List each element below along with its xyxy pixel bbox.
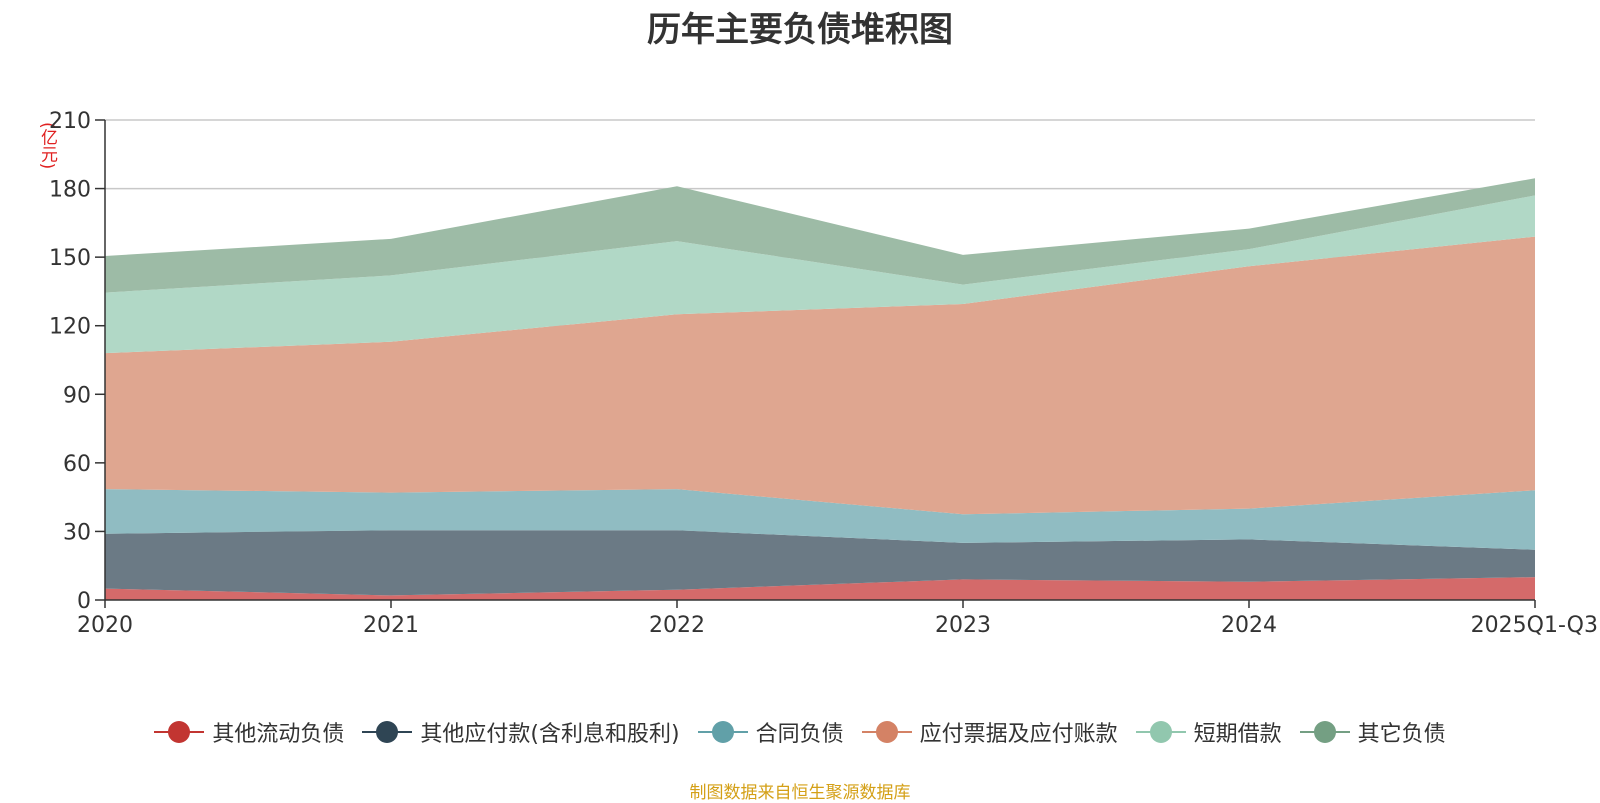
legend-label: 其他流动负债: [212, 722, 345, 747]
legend-item[interactable]: 其他应付款(含利息和股利): [362, 716, 680, 748]
legend-marker-icon: [1135, 720, 1186, 744]
legend-item[interactable]: 应付票据及应付账款: [861, 716, 1118, 748]
legend-label: 合同负债: [755, 722, 844, 747]
legend: 其他流动负债 其他应付款(含利息和股利) 合同负债 应付票据及应付账款 短期借款 其它负债: [0, 716, 1600, 748]
legend-marker-icon: [861, 720, 912, 744]
y-tick-label: 0: [77, 589, 91, 614]
y-tick-label: 60: [63, 452, 91, 477]
legend-marker-icon: [362, 720, 413, 744]
chart-title: 历年主要负债堆积图: [647, 10, 953, 50]
x-tick-label: 2024: [1221, 613, 1277, 638]
area-series-4[interactable]: [105, 195, 1535, 354]
area-series-3[interactable]: [105, 236, 1535, 515]
y-tick-label: 150: [49, 246, 91, 271]
axes: [95, 119, 1536, 608]
x-tick-label: 2023: [935, 613, 991, 638]
source-note: 制图数据来自恒生聚源数据库: [689, 783, 911, 803]
area-series: [105, 178, 1535, 600]
legend-marker-icon: [154, 720, 205, 744]
legend-label: 短期借款: [1193, 722, 1282, 747]
area-series-2[interactable]: [105, 489, 1535, 550]
area-series-5[interactable]: [105, 178, 1535, 293]
legend-item[interactable]: 短期借款: [1135, 716, 1282, 748]
legend-item[interactable]: 其它负债: [1299, 716, 1446, 748]
tick-labels: 0 30 60 90 120 150 180 210 2020 2021 2022 2023 2024 2…: [49, 109, 1598, 638]
legend-marker-icon: [1299, 720, 1350, 744]
y-tick-label: 210: [49, 109, 91, 134]
y-tick-label: 120: [49, 315, 91, 340]
x-tick-label: 2020: [77, 613, 133, 638]
x-tick-label: 2025Q1-Q3: [1471, 613, 1598, 638]
x-tick-label: 2021: [363, 613, 419, 638]
legend-marker-icon: [697, 720, 748, 744]
legend-label: 其他应付款(含利息和股利): [420, 722, 680, 747]
x-tick-label: 2022: [649, 613, 705, 638]
legend-item[interactable]: 其他流动负债: [154, 716, 344, 748]
y-tick-label: 90: [63, 383, 91, 408]
y-tick-label: 180: [49, 178, 91, 203]
legend-item[interactable]: 合同负债: [697, 716, 844, 748]
legend-label: 应付票据及应付账款: [919, 722, 1118, 747]
area-series-1[interactable]: [105, 530, 1535, 596]
area-series-0[interactable]: [105, 577, 1535, 600]
y-axis-unit-label: (亿元): [37, 122, 57, 170]
y-tick-label: 30: [63, 520, 91, 545]
legend-label: 其它负债: [1357, 722, 1446, 747]
